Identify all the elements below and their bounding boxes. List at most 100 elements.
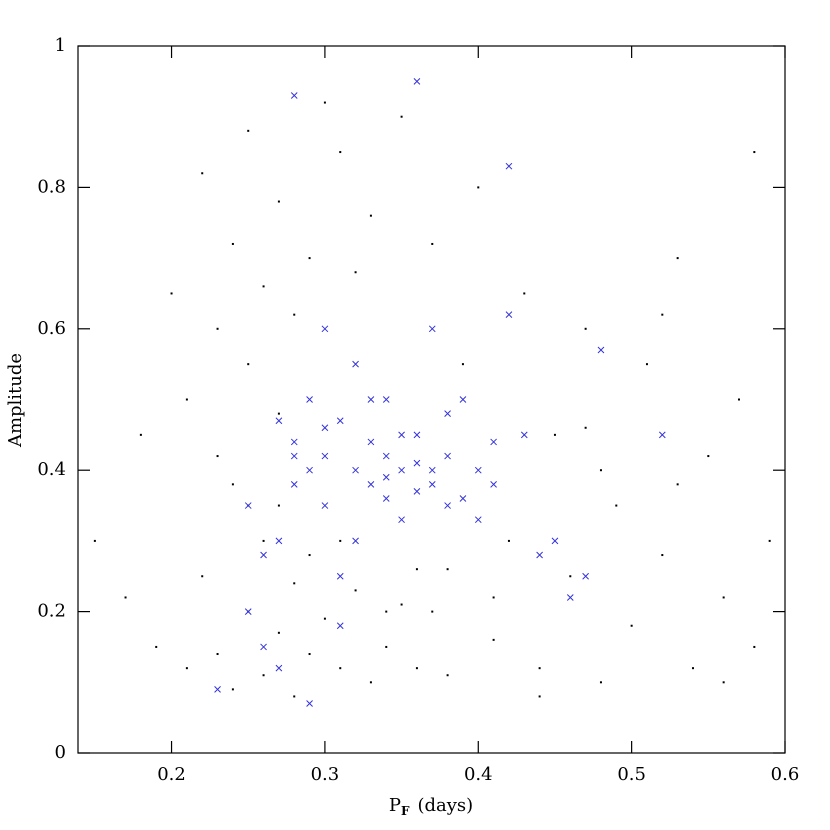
cross-point [382, 396, 390, 403]
dot-point [661, 554, 664, 557]
dot-point [400, 603, 403, 606]
cross-point [490, 438, 497, 446]
dot-point [293, 695, 296, 698]
cross-point [490, 480, 497, 488]
cross-point [398, 466, 405, 474]
x-label-subscript: F [401, 804, 410, 818]
dot-point [523, 292, 526, 295]
cross-point [367, 480, 375, 488]
cross-point [551, 537, 559, 545]
dot-point [584, 327, 587, 330]
y-tick-label: 0.2 [37, 601, 66, 622]
cross-point [214, 686, 221, 693]
dot-point [185, 667, 188, 670]
dot-point [753, 645, 756, 648]
cross-point [321, 424, 329, 432]
cross-point [321, 325, 329, 333]
cross-point [367, 438, 375, 446]
dot-point [492, 596, 495, 599]
dot-point [538, 667, 541, 670]
dot-point [185, 398, 188, 401]
cross-point [290, 480, 298, 488]
dot-point [615, 504, 618, 507]
cross-point [382, 473, 390, 481]
cross-point [428, 325, 436, 333]
cross-point [474, 466, 482, 474]
dot-point [599, 681, 602, 684]
x-tick-label: 0.4 [464, 764, 493, 785]
dot-point [354, 271, 357, 274]
dot-point [216, 455, 219, 458]
dot-point [691, 667, 694, 670]
dot-point [201, 575, 204, 578]
dot-point [323, 617, 326, 620]
dot-point [277, 200, 280, 203]
cross-point [582, 572, 589, 580]
dot-point [247, 129, 250, 132]
cross-point [367, 396, 375, 403]
cross-point [444, 410, 451, 417]
cross-point [413, 77, 421, 85]
dot-point [170, 292, 173, 295]
dot-point [661, 313, 664, 316]
dot-point [431, 610, 434, 613]
cross-point [275, 664, 283, 672]
cross-point [290, 92, 298, 99]
cross-point [336, 572, 344, 580]
cross-point [244, 502, 252, 509]
dot-point [415, 568, 418, 571]
dot-point [599, 469, 602, 472]
cross-point [352, 537, 359, 545]
dot-point [262, 285, 265, 288]
dot-point [308, 257, 311, 260]
cross-point [444, 502, 451, 509]
cross-point [260, 643, 267, 651]
y-tick-label: 0.8 [37, 176, 66, 197]
y-tick-label: 0 [55, 742, 66, 763]
cross-point [597, 346, 605, 354]
dot-point [155, 645, 158, 648]
cross-point [398, 516, 405, 524]
cross-point [413, 431, 421, 439]
dot-point [139, 433, 142, 436]
dot-point [737, 398, 740, 401]
cross-point [459, 396, 467, 403]
x-tick-label: 0.3 [311, 764, 340, 785]
plot-frame [77, 45, 786, 754]
cross-point [444, 452, 451, 460]
dot-point [553, 433, 556, 436]
dot-point [461, 363, 464, 366]
dot-point [339, 151, 342, 154]
cross-point [428, 466, 436, 474]
dot-point [308, 653, 311, 656]
dot-point [446, 674, 449, 677]
dot-point [645, 363, 648, 366]
cross-point [352, 360, 359, 368]
dot-point [262, 674, 265, 677]
dot-point [231, 483, 234, 486]
cross-point [520, 431, 528, 439]
dot-point [431, 242, 434, 245]
dot-point [231, 688, 234, 691]
x-tick-label: 0.2 [157, 764, 186, 785]
cross-point [398, 431, 405, 439]
cross-point [275, 417, 283, 425]
dot-point [277, 504, 280, 507]
cross-point [566, 594, 574, 601]
dot-point [277, 631, 280, 634]
dot-point [722, 681, 725, 684]
dot-point [216, 653, 219, 656]
cross-point [275, 537, 283, 545]
dot-point [676, 257, 679, 260]
dot-point [385, 610, 388, 613]
cross-point [382, 452, 390, 460]
dot-point [231, 242, 234, 245]
dot-point [446, 568, 449, 571]
dot-point [415, 667, 418, 670]
dot-point [369, 681, 372, 684]
dot-point [630, 624, 633, 627]
dot-point [308, 554, 311, 557]
dot-point [262, 539, 265, 542]
y-tick-label: 0.6 [37, 318, 66, 339]
